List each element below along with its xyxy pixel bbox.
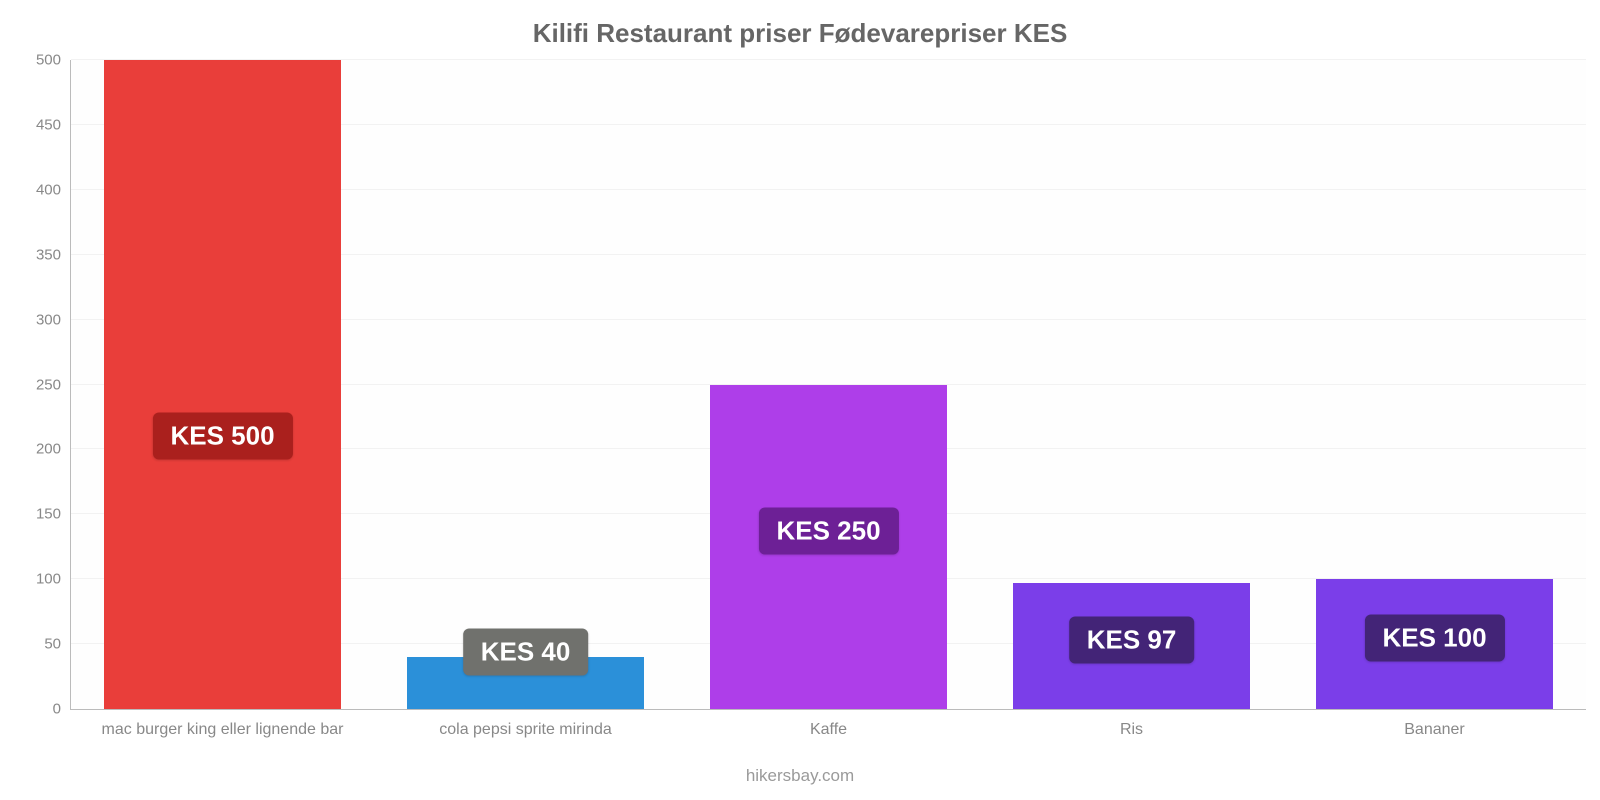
x-axis-tick: Kaffe <box>810 709 847 739</box>
y-axis-tick: 400 <box>36 181 71 198</box>
bar-value-label: KES 97 <box>1069 616 1195 663</box>
y-axis-tick: 0 <box>53 701 71 718</box>
x-axis-tick: Bananer <box>1404 709 1465 739</box>
x-axis-tick: Ris <box>1120 709 1143 739</box>
y-axis-tick: 300 <box>36 311 71 328</box>
chart-title: Kilifi Restaurant priser Fødevarepriser … <box>0 0 1600 49</box>
x-axis-tick: mac burger king eller lignende bar <box>102 709 344 739</box>
y-axis-tick: 450 <box>36 116 71 133</box>
y-axis-tick: 250 <box>36 376 71 393</box>
bar-value-label: KES 500 <box>152 413 292 460</box>
plot-area: 050100150200250300350400450500KES 500mac… <box>70 60 1586 710</box>
bar-value-label: KES 250 <box>758 507 898 554</box>
x-axis-tick: cola pepsi sprite mirinda <box>439 709 612 739</box>
y-axis-tick: 200 <box>36 441 71 458</box>
y-axis-tick: 100 <box>36 571 71 588</box>
bar-value-label: KES 100 <box>1364 614 1504 661</box>
y-axis-tick: 500 <box>36 52 71 69</box>
bar <box>104 60 340 709</box>
chart-caption: hikersbay.com <box>0 766 1600 786</box>
bar-value-label: KES 40 <box>463 629 589 676</box>
y-axis-tick: 150 <box>36 506 71 523</box>
price-bar-chart: Kilifi Restaurant priser Fødevarepriser … <box>0 0 1600 800</box>
y-axis-tick: 350 <box>36 246 71 263</box>
y-axis-tick: 50 <box>44 636 71 653</box>
